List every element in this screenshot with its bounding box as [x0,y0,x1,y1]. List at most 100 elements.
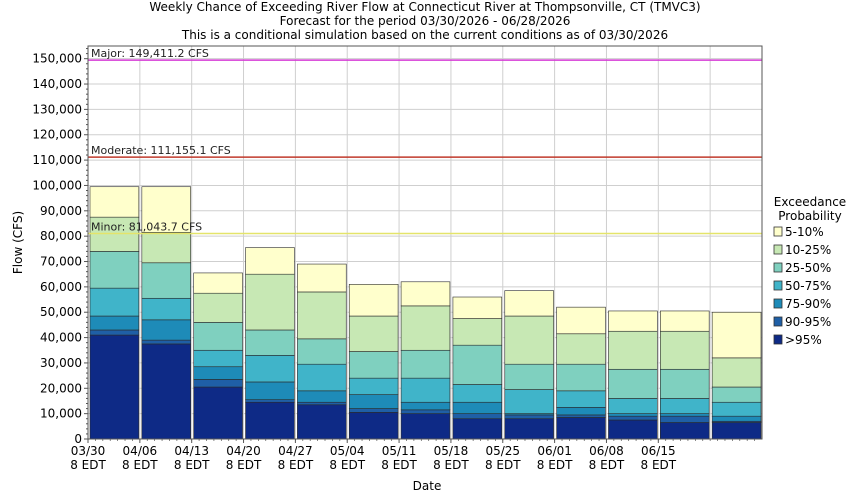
x-tick-time-label: 8 EDT [329,458,365,472]
x-tick-time-label: 8 EDT [70,458,106,472]
bar-segment [89,287,140,317]
bar-segment [400,281,451,307]
bar-segment [245,401,295,440]
bar-segment [556,306,606,335]
bar-segment [711,422,762,440]
x-tick-label: 05/25 [485,444,520,458]
chart-subtitle-conditions: This is a conditional simulation based o… [181,28,669,42]
threshold-label: Major: 149,411.2 CFS [91,47,209,60]
bar-segment [193,272,243,294]
bar-segment [141,262,191,299]
legend-swatch [773,316,783,327]
y-tick-label: 10,000 [40,407,82,421]
bar-segment [504,290,554,317]
x-tick-label: 05/18 [434,444,469,458]
legend-label: 75-90% [785,297,831,311]
bar-segment [400,305,451,351]
x-tick-time-label: 8 EDT [278,458,314,472]
bar-segment [660,413,710,417]
bar-segment [452,296,503,319]
y-tick-label: 80,000 [40,229,82,243]
y-tick-label: 20,000 [40,381,82,395]
bar-segment [711,311,762,359]
y-axis-title: Flow (CFS) [11,211,25,274]
bar-segment [193,379,243,388]
x-tick-label: 04/20 [226,444,261,458]
threshold-label: Minor: 81,043.7 CFS [91,221,202,234]
bar-segment [245,399,295,403]
legend-title: Exceedance [774,195,846,209]
x-tick-label: 06/15 [641,444,676,458]
bar-segment [245,355,295,383]
y-tick-label: 30,000 [40,356,82,370]
y-axis: 0 10,000 20,000 30,000 40,000 50,000 60,000 70,… [32,48,88,446]
bar-segment [297,404,347,440]
bar-segment [608,310,658,332]
bar-segment [141,319,191,341]
bar-segment [711,357,762,388]
bar-segment [400,377,451,403]
legend-swatch [773,262,783,273]
bar-segment [141,232,191,264]
legend-swatch [773,280,783,291]
y-tick-label: 150,000 [32,52,82,66]
y-tick-label: 50,000 [40,305,82,319]
bar-segment [348,315,399,352]
x-tick-time-label: 8 EDT [589,458,625,472]
x-tick-time-label: 8 EDT [433,458,469,472]
bar-segment [711,415,762,422]
bar-segment [141,297,191,321]
bar-segment [660,310,710,332]
bar-segment [400,401,451,411]
bar-segment [504,418,554,440]
bar-segment [245,247,295,275]
bar-segment [297,291,347,340]
x-tick-label: 06/01 [537,444,572,458]
legend-subtitle: Probability [778,209,841,223]
x-tick-time-label: 8 EDT [226,458,262,472]
legend-label: 5-10% [785,225,824,239]
legend-swatch [773,298,783,309]
bar-segment [89,251,140,289]
legend-swatch [773,244,783,255]
bar-segment [297,401,347,406]
bar-segment [608,413,658,417]
bar-segment [193,386,243,440]
y-tick-label: 100,000 [32,178,82,192]
bar-segment [504,414,554,420]
bar-segment [89,186,140,218]
bar-segment [452,413,503,420]
bar-segment [504,389,554,414]
bar-segment [89,334,140,440]
bar-segment [608,398,658,414]
x-tick-time-label: 8 EDT [122,458,158,472]
x-tick-time-label: 8 EDT [174,458,210,472]
x-tick-time-label: 8 EDT [485,458,521,472]
bar-segment [245,273,295,331]
bar-segment [297,263,347,293]
y-tick-label: 0 [74,432,82,446]
bar-segment [660,330,710,370]
x-axis-title: Date [413,479,442,493]
bar-segment [711,386,762,403]
legend-label: 10-25% [785,243,831,257]
bar-segment [348,377,399,395]
bar-segment [452,344,503,385]
bar-segment [556,363,606,392]
y-tick-label: 40,000 [40,331,82,345]
bar-segment [608,419,658,440]
bar-segment [556,390,606,408]
y-tick-label: 130,000 [32,102,82,116]
bar-segment [297,338,347,365]
bar-segment [400,409,451,414]
x-tick-label: 05/04 [330,444,365,458]
bar-segment [193,322,243,351]
x-tick-time-label: 8 EDT [537,458,573,472]
bar-segment [452,401,503,414]
bar-segment [245,381,295,400]
x-tick-label: 04/27 [278,444,313,458]
bar-segment [193,366,243,380]
bar-segment [608,330,658,370]
bar-segment [297,363,347,392]
